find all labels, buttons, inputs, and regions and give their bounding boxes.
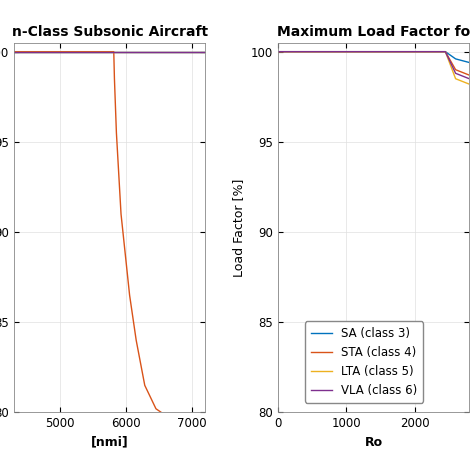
STA (class 4) xyxy=(453,67,458,73)
LTA (class 5) xyxy=(466,82,472,87)
SA (class 3) xyxy=(453,56,458,62)
Y-axis label: Load Factor [%]: Load Factor [%] xyxy=(232,178,246,277)
SA (class 3) xyxy=(443,49,448,55)
STA (class 4) xyxy=(275,49,281,55)
LTA (class 5) xyxy=(275,49,281,55)
STA (class 4) xyxy=(443,49,448,55)
LTA (class 5) xyxy=(443,49,448,55)
STA (class 4) xyxy=(466,72,472,78)
X-axis label: [nmi]: [nmi] xyxy=(91,436,129,449)
SA (class 3) xyxy=(275,49,281,55)
SA (class 3) xyxy=(466,60,472,65)
Line: VLA (class 6): VLA (class 6) xyxy=(278,52,469,79)
Legend: SA (class 3), STA (class 4), LTA (class 5), VLA (class 6): SA (class 3), STA (class 4), LTA (class … xyxy=(305,321,423,403)
VLA (class 6) xyxy=(466,76,472,82)
Title: n-Class Subsonic Aircraft: n-Class Subsonic Aircraft xyxy=(12,25,208,39)
X-axis label: Ro: Ro xyxy=(365,436,383,449)
VLA (class 6) xyxy=(453,71,458,76)
VLA (class 6) xyxy=(443,49,448,55)
Line: STA (class 4): STA (class 4) xyxy=(278,52,469,75)
VLA (class 6) xyxy=(275,49,281,55)
Line: LTA (class 5): LTA (class 5) xyxy=(278,52,469,84)
Title: Maximum Load Factor fo: Maximum Load Factor fo xyxy=(277,25,470,39)
Line: SA (class 3): SA (class 3) xyxy=(278,52,469,63)
LTA (class 5) xyxy=(453,76,458,82)
